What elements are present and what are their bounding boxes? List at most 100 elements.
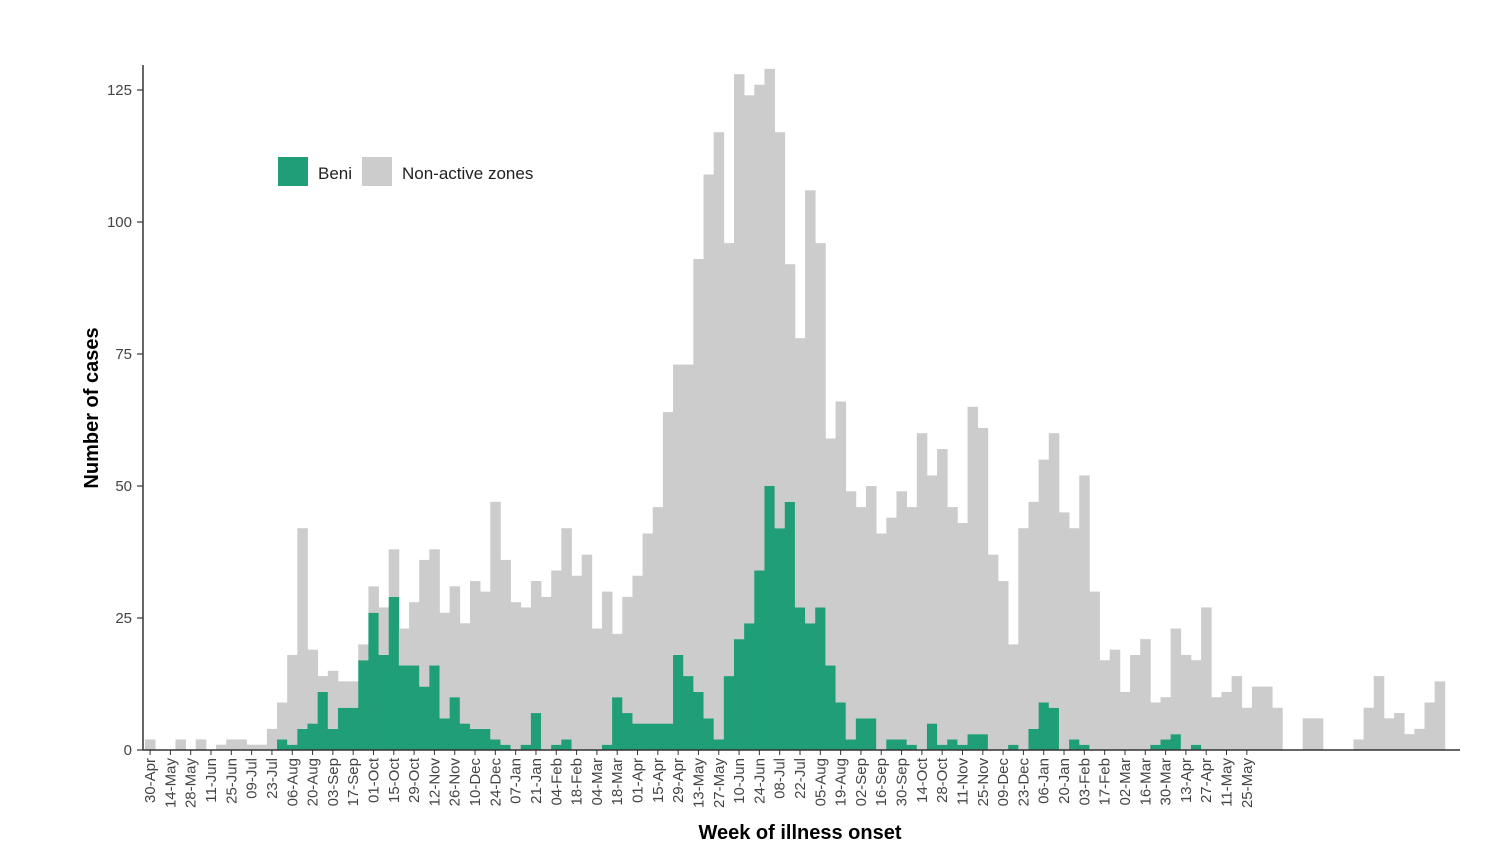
bar-beni	[815, 607, 826, 750]
bar-non-active-zones	[784, 264, 796, 502]
bar-non-active-zones	[581, 554, 593, 750]
bar-beni	[490, 739, 501, 750]
y-tick-label: 125	[107, 82, 132, 99]
x-tick-label: 08-Jul	[772, 758, 789, 799]
bar-beni	[683, 676, 694, 750]
bar-non-active-zones	[652, 507, 664, 724]
bar-beni	[297, 728, 308, 750]
bar-non-active-zones	[855, 507, 867, 719]
bar-non-active-zones	[896, 491, 907, 740]
x-tick-label: 18-Feb	[569, 758, 586, 806]
y-axis-title: Number of cases	[81, 327, 103, 488]
x-tick-label: 17-Feb	[1097, 758, 1114, 806]
bar-non-active-zones	[622, 596, 633, 714]
bar-non-active-zones	[1262, 686, 1273, 750]
x-axis-title: Week of illness onset	[698, 822, 901, 844]
bar-beni	[723, 676, 735, 750]
bar-beni	[1150, 744, 1161, 750]
bar-beni	[307, 723, 318, 750]
bar-beni	[601, 744, 613, 750]
bar-non-active-zones	[632, 575, 643, 724]
bar-non-active-zones	[1231, 676, 1243, 750]
bar-non-active-zones	[926, 475, 938, 724]
bar-beni	[805, 623, 816, 750]
bar-non-active-zones	[469, 581, 481, 729]
x-tick-label: 20-Jan	[1056, 758, 1073, 804]
bar-beni	[449, 697, 461, 750]
bar-non-active-zones	[226, 739, 237, 750]
bar-non-active-zones	[987, 554, 999, 750]
x-tick-label: 13-Apr	[1178, 758, 1195, 803]
x-tick-label: 06-Jan	[1036, 758, 1053, 804]
bar-non-active-zones	[307, 649, 318, 724]
bar-non-active-zones	[1312, 718, 1324, 750]
x-tick-label: 14-May	[162, 758, 179, 809]
bar-non-active-zones	[277, 702, 288, 740]
bar-non-active-zones	[530, 581, 542, 714]
bar-non-active-zones	[794, 338, 806, 608]
bar-beni	[317, 691, 329, 750]
bar-non-active-zones	[937, 449, 948, 745]
bar-beni	[1160, 739, 1172, 750]
x-tick-label: 24-Jun	[751, 758, 768, 804]
bar-non-active-zones	[429, 549, 440, 666]
bar-non-active-zones	[1150, 702, 1161, 745]
bar-beni	[1079, 744, 1090, 750]
bar-beni	[713, 739, 725, 750]
bar-non-active-zones	[551, 570, 562, 745]
x-tick-label: 29-Oct	[406, 757, 423, 803]
legend-label-non-active-zones: Non-active zones	[402, 164, 533, 183]
x-tick-label: 24-Dec	[487, 758, 504, 807]
bar-beni	[327, 728, 339, 750]
bar-beni	[764, 486, 775, 750]
bar-beni	[744, 623, 755, 750]
bar-non-active-zones	[266, 728, 278, 750]
bar-non-active-zones	[419, 559, 430, 687]
bar-non-active-zones	[1018, 528, 1029, 750]
bar-non-active-zones	[520, 607, 532, 745]
bar-non-active-zones	[1190, 660, 1202, 745]
bar-non-active-zones	[510, 602, 522, 750]
x-tick-label: 09-Dec	[995, 758, 1012, 807]
bar-non-active-zones	[1109, 649, 1121, 750]
bar-non-active-zones	[886, 517, 897, 740]
bar-beni	[520, 744, 532, 750]
x-tick-label: 23-Jul	[264, 758, 281, 799]
bar-non-active-zones	[1251, 686, 1263, 750]
bar-non-active-zones	[1201, 607, 1212, 750]
bar-non-active-zones	[612, 633, 623, 698]
y-tick-label: 100	[107, 214, 132, 231]
x-tick-label: 12-Nov	[426, 758, 443, 807]
bar-beni	[957, 744, 968, 750]
x-tick-label: 04-Mar	[589, 758, 606, 806]
bar-non-active-zones	[1353, 739, 1364, 750]
x-tick-label: 19-Aug	[833, 758, 850, 806]
bar-non-active-zones	[1414, 728, 1425, 750]
x-tick-label: 15-Apr	[650, 758, 667, 803]
bar-beni	[652, 723, 664, 750]
x-tick-label: 27-May	[711, 758, 728, 809]
bar-non-active-zones	[541, 596, 552, 750]
bar-beni	[825, 665, 836, 750]
bar-beni	[388, 596, 400, 750]
x-tick-label: 30-Sep	[894, 758, 911, 806]
x-tick-label: 18-Mar	[609, 758, 626, 806]
bar-beni	[358, 660, 369, 750]
bar-non-active-zones	[733, 74, 745, 640]
bar-non-active-zones	[845, 491, 857, 740]
x-tick-label: 10-Dec	[467, 758, 484, 807]
bar-non-active-zones	[693, 258, 704, 692]
bar-non-active-zones	[998, 581, 1009, 750]
bar-non-active-zones	[1140, 639, 1151, 750]
bar-non-active-zones	[368, 586, 379, 613]
bar-beni	[835, 702, 847, 750]
x-tick-label: 04-Feb	[548, 758, 565, 806]
bar-non-active-zones	[1048, 433, 1060, 708]
bar-non-active-zones	[1272, 707, 1283, 750]
bar-non-active-zones	[1089, 591, 1100, 750]
bar-beni	[1038, 702, 1050, 750]
bar-beni	[612, 697, 623, 750]
bar-beni	[866, 718, 877, 750]
bar-beni	[337, 707, 349, 750]
x-tick-label: 13-May	[690, 758, 707, 809]
